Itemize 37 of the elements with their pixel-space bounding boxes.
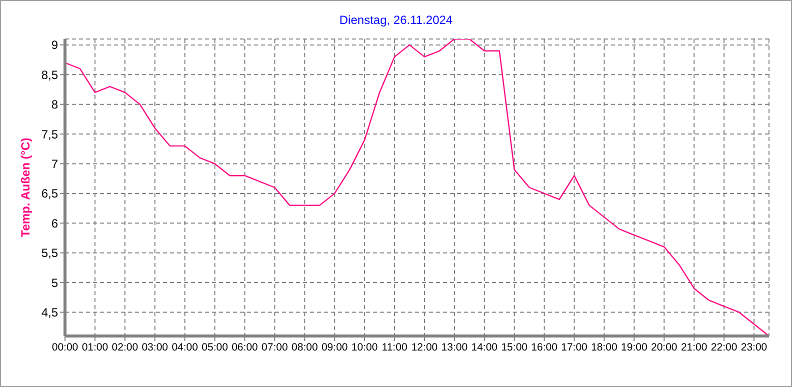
y-tick-label: 5,5 — [41, 246, 58, 260]
x-tick-label: 23:00 — [740, 341, 768, 354]
x-tick-label: 16:00 — [531, 341, 558, 354]
chart-title: Dienstag, 26.11.2024 — [338, 13, 454, 27]
x-tick-label: 10:00 — [351, 341, 378, 354]
x-tick-label: 06:00 — [232, 341, 258, 354]
x-tick-label: 12:00 — [411, 341, 438, 354]
x-tick-label: 22:00 — [710, 341, 738, 354]
x-tick-label: 05:00 — [202, 341, 228, 354]
x-tick-label: 11:00 — [382, 341, 408, 354]
line-series — [65, 39, 769, 336]
y-tick-label: 5 — [51, 276, 58, 290]
y-tick-label: 6 — [51, 216, 58, 230]
x-tick-label: 18:00 — [591, 341, 618, 354]
y-tick-label: 4,5 — [41, 306, 58, 320]
x-tick-label: 07:00 — [262, 341, 288, 354]
x-tick-label: 21:00 — [680, 341, 708, 354]
x-tick-label: 14:00 — [471, 341, 498, 354]
y-axis-title: Temp. Außen (°C) — [18, 138, 32, 238]
x-tick-label: 00:00 — [52, 341, 78, 354]
x-tick-label: 03:00 — [142, 341, 168, 354]
x-tick-label: 04:00 — [172, 341, 198, 354]
x-tick-label: 15:00 — [501, 341, 528, 354]
y-tick-label: 8 — [51, 98, 58, 112]
y-tick-label: 7,5 — [41, 127, 58, 142]
y-tick-label: 9 — [51, 38, 58, 52]
y-tick-label: 8,5 — [41, 68, 58, 82]
x-tick-label: 08:00 — [292, 341, 318, 354]
x-tick-label: 20:00 — [651, 341, 678, 354]
y-tick-label: 7 — [51, 157, 58, 171]
x-tick-label: 17:00 — [561, 341, 588, 354]
x-tick-label: 19:00 — [621, 341, 648, 354]
x-tick-label: 09:00 — [321, 341, 348, 354]
x-tick-label: 02:00 — [112, 341, 138, 354]
x-tick-label: 01:00 — [82, 341, 108, 354]
x-tick-label: 13:00 — [441, 341, 468, 354]
y-tick-label: 6,5 — [41, 186, 58, 201]
